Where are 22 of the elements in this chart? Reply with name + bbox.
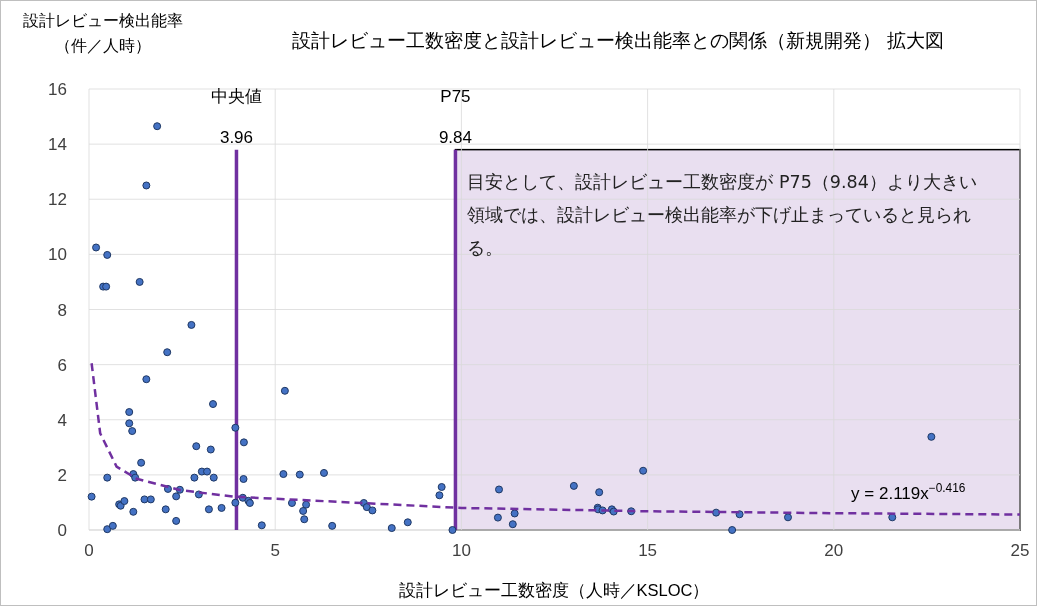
x-tick-label: 20 [824,541,844,560]
x-tick-label: 5 [270,541,280,560]
x-tick-label: 25 [1010,541,1030,560]
y-tick-label: 14 [48,135,67,155]
y-tick-label: 8 [57,300,67,320]
y-axis-title: 設計レビュー検出能率（件／人時） [22,10,184,57]
text: 中央値 3.96 [210,87,262,147]
text: P75 9.84 [438,87,472,147]
y-tick-label: 10 [48,245,67,265]
y-tick-label: 16 [48,80,67,99]
y-tick-label: 4 [57,410,67,430]
y-tick-label: 6 [57,355,67,375]
annotation: y = 2.119x$^{−0.416}$ [851,480,966,503]
y-tick-label: 2 [57,465,67,485]
x-tick-label: 15 [638,541,658,560]
y-tick-label: 12 [48,190,67,210]
chart-title: 設計レビュー工数密度と設計レビュー検出能率との関係（新規開発） 拡大図 [292,30,944,51]
y-tick-label: 0 [57,521,67,540]
x-tick-label: 0 [84,541,94,560]
annotation: 目安として、設計レビュー工数密度が P75（9.84）より大きい領域では、設計レビュー検出能率が下げ止まっていると見られる。 [467,171,978,261]
x-tick-label: 10 [451,541,471,560]
x-axis-title: 設計レビュー工数密度（人時／KSLOC） [398,581,710,599]
